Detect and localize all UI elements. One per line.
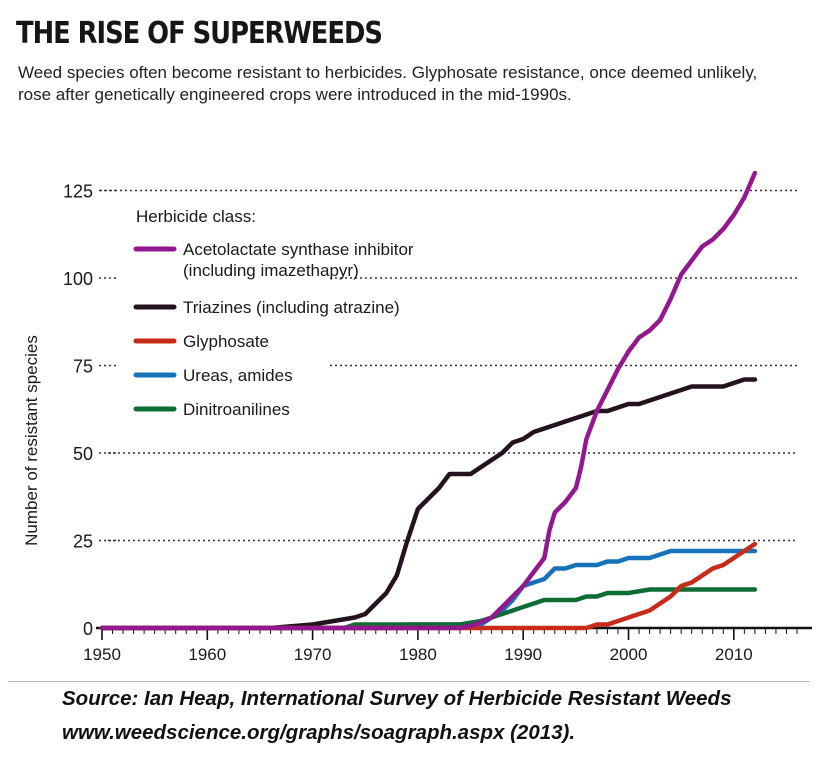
gridlines	[99, 189, 797, 542]
x-tick-label: 2010	[715, 645, 753, 664]
legend-label: Triazines (including atrazine)	[183, 298, 400, 317]
y-tick-label: 50	[73, 444, 93, 464]
source-note: Source: Ian Heap, International Survey o…	[62, 682, 812, 750]
x-tick-label: 1970	[294, 645, 332, 664]
x-tick-label: 1960	[188, 645, 226, 664]
line-chart: 0 25 50 75 100 125 Number of resistant species…	[22, 170, 812, 664]
series-line-als	[99, 170, 758, 631]
divider	[8, 681, 810, 682]
y-tick-label: 125	[63, 182, 93, 202]
series-line-glyphosate	[99, 541, 758, 631]
x-tick-label: 2000	[610, 645, 648, 664]
y-tick-label: 75	[73, 357, 93, 377]
y-tick-label: 100	[63, 269, 93, 289]
legend-title: Herbicide class:	[136, 207, 256, 226]
y-tick-label: 25	[73, 532, 93, 552]
y-tick-label: 0	[83, 619, 93, 639]
x-tick-label: 1950	[83, 645, 121, 664]
legend-label: (including imazethapyr)	[183, 261, 359, 280]
source-line-2: www.weedscience.org/graphs/soagraph.aspx…	[62, 721, 576, 744]
source-line-1: Source: Ian Heap, International Survey o…	[62, 687, 732, 710]
x-tick-label: 1990	[504, 645, 542, 664]
series-line-dinitroanilines	[99, 587, 758, 631]
series-lines	[99, 170, 758, 631]
chart-title: THE RISE OF SUPERWEEDS	[16, 16, 383, 51]
axes: 0 25 50 75 100 125 Number of resistant species…	[22, 182, 812, 664]
x-tick-label: 1980	[399, 645, 437, 664]
legend-label: Ureas, amides	[183, 366, 293, 385]
legend-label: Dinitroanilines	[183, 400, 290, 419]
legend: Herbicide class: Acetolactate synthase in…	[133, 207, 414, 419]
legend-label: Acetolactate synthase inhibitor	[183, 240, 414, 259]
legend-label: Glyphosate	[183, 332, 269, 351]
series-line-triazines	[99, 377, 758, 631]
chart-subtitle: Weed species often become resistant to h…	[18, 63, 758, 104]
y-axis-label: Number of resistant species	[22, 335, 41, 546]
